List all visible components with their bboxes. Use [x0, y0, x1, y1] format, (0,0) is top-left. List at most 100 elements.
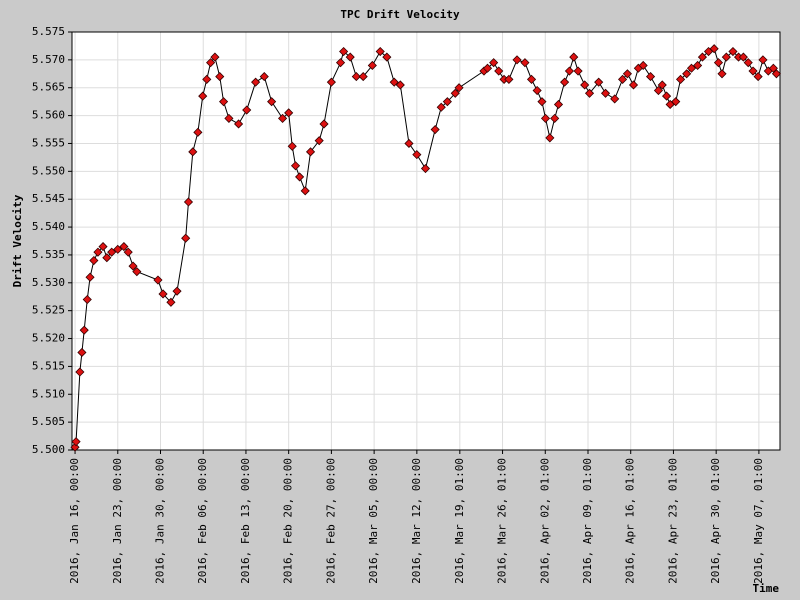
data-point: [645, 72, 656, 82]
x-tick-label: 2016, Feb 06, 00:00: [196, 458, 209, 584]
data-point: [545, 133, 555, 143]
data-point: [622, 69, 632, 79]
data-point: [436, 102, 446, 112]
data-point: [395, 80, 405, 90]
data-point: [224, 113, 234, 123]
data-point: [82, 294, 92, 305]
data-point: [671, 97, 681, 107]
data-point: [267, 97, 277, 107]
data-point: [520, 58, 530, 68]
data-point: [584, 88, 595, 98]
data-point: [295, 172, 305, 182]
data-point: [430, 124, 440, 135]
data-point: [351, 72, 361, 82]
data-point: [526, 74, 537, 84]
x-tick-label: 2016, Apr 02, 01:00: [538, 458, 551, 584]
x-tick-label: 2016, Mar 12, 00:00: [410, 458, 423, 584]
data-point: [420, 163, 431, 174]
data-point: [102, 253, 112, 263]
data-point: [128, 261, 138, 271]
data-point: [638, 60, 648, 71]
data-point: [450, 88, 460, 98]
y-tick-label: 5.570: [32, 53, 65, 66]
data-point: [382, 52, 392, 62]
data-point: [79, 325, 89, 335]
data-point: [75, 367, 85, 377]
data-point: [504, 74, 514, 84]
data-point: [628, 80, 639, 90]
x-tick-label: 2016, Jan 30, 00:00: [154, 458, 167, 584]
data-point: [98, 242, 108, 252]
y-tick-label: 5.540: [32, 220, 65, 233]
data-point: [77, 347, 87, 358]
data-point: [618, 74, 628, 84]
data-point: [339, 46, 349, 57]
data-point: [335, 58, 346, 68]
data-point: [219, 97, 229, 107]
y-axis-title: Drift Velocity: [11, 194, 24, 287]
y-tick-label: 5.505: [32, 415, 65, 428]
data-point: [768, 63, 778, 73]
data-point: [709, 44, 719, 54]
data-point: [206, 58, 216, 68]
y-tick-label: 5.510: [32, 387, 65, 400]
x-tick-label: 2016, Mar 05, 00:00: [367, 458, 380, 584]
data-point: [482, 63, 493, 73]
x-axis-title: Time: [753, 582, 780, 595]
data-point: [287, 141, 297, 151]
data-point: [367, 60, 377, 71]
data-point: [675, 74, 686, 84]
data-point: [682, 69, 692, 79]
data-point: [454, 83, 464, 93]
data-point: [358, 72, 368, 82]
data-point: [600, 88, 611, 98]
data-point: [693, 60, 703, 71]
data-point: [326, 77, 336, 87]
data-point: [202, 74, 212, 84]
data-point: [662, 91, 672, 101]
data-point: [166, 297, 176, 307]
data-point: [345, 52, 355, 62]
data-point: [404, 138, 414, 149]
data-point: [713, 58, 724, 68]
data-point: [686, 63, 697, 73]
plot-border: [71, 31, 781, 451]
data-point: [284, 108, 294, 118]
data-point: [259, 72, 269, 82]
data-point: [389, 77, 399, 87]
data-point: [198, 91, 208, 101]
data-point: [132, 267, 142, 277]
data-point: [89, 255, 99, 266]
data-point: [550, 113, 560, 123]
data-point: [278, 113, 288, 123]
data-point: [532, 85, 542, 96]
data-point: [153, 275, 163, 285]
x-tick-label: 2016, Jan 16, 00:00: [68, 458, 81, 584]
chart-title: TPC Drift Velocity: [340, 8, 460, 21]
data-point: [412, 150, 422, 160]
x-tick-label: 2016, Apr 09, 01:00: [581, 458, 594, 584]
data-point: [319, 119, 329, 129]
data-point: [738, 52, 748, 62]
data-point: [251, 77, 261, 87]
data-point: [442, 97, 452, 107]
data-point: [300, 186, 310, 196]
y-tick-label: 5.555: [32, 136, 65, 149]
x-tick-label: 2016, Jan 23, 00:00: [111, 458, 124, 584]
data-point: [290, 161, 301, 171]
x-tick-label: 2016, May 07, 01:00: [752, 458, 765, 584]
data-point: [753, 72, 763, 82]
data-point: [107, 247, 117, 257]
data-point: [314, 136, 324, 146]
x-tick-label: 2016, Apr 16, 01:00: [624, 458, 637, 584]
data-point: [215, 72, 225, 82]
y-tick-label: 5.575: [32, 25, 65, 38]
x-tick-label: 2016, Apr 23, 01:00: [666, 458, 679, 584]
data-point: [119, 242, 129, 252]
data-point: [71, 437, 81, 447]
data-point: [728, 46, 738, 57]
data-point: [771, 69, 782, 79]
data-point: [242, 105, 252, 115]
data-point: [210, 52, 220, 62]
